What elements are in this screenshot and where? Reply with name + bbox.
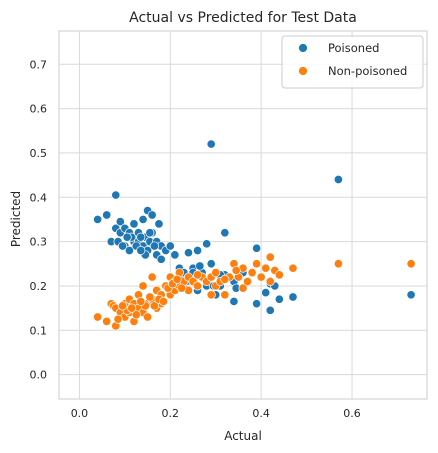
data-point [406, 290, 416, 300]
data-point [183, 248, 194, 258]
data-point [118, 241, 128, 251]
x-tick-label: 0.4 [252, 407, 270, 420]
data-point [265, 305, 275, 315]
data-point [193, 245, 203, 256]
data-point [261, 263, 271, 273]
y-tick-label: 0.0 [30, 369, 48, 382]
data-point [229, 296, 239, 307]
data-point [206, 259, 216, 269]
data-point [113, 314, 123, 324]
data-point [136, 296, 146, 307]
data-point [202, 239, 212, 249]
data-point [124, 245, 134, 256]
data-point [247, 268, 257, 278]
data-points [93, 139, 416, 331]
grid-lines [59, 31, 427, 399]
data-point [93, 312, 103, 322]
x-tick-label: 0.2 [162, 407, 180, 420]
data-point [265, 276, 275, 287]
chart-title: Actual vs Predicted for Test Data [129, 10, 357, 26]
data-point [165, 241, 175, 251]
data-point [136, 245, 146, 256]
data-point [93, 214, 103, 224]
data-point [261, 288, 271, 298]
data-point [206, 139, 216, 149]
data-point [274, 270, 284, 280]
data-point [231, 265, 241, 275]
legend-label-non-poisoned: Non-poisoned [328, 64, 407, 78]
data-point [333, 174, 343, 185]
legend: Poisoned Non-poisoned [281, 35, 424, 89]
data-point [156, 254, 166, 264]
data-point [206, 290, 216, 300]
data-point [149, 301, 159, 311]
legend-box [281, 35, 424, 89]
y-tick-label: 0.6 [30, 103, 48, 116]
data-point [211, 268, 221, 278]
data-point [256, 272, 266, 282]
data-point [115, 217, 125, 227]
series-non-poisoned [93, 252, 416, 331]
data-point [220, 228, 230, 238]
data-point [172, 274, 182, 284]
data-point [102, 210, 112, 220]
data-point [288, 263, 298, 273]
data-point [220, 274, 230, 284]
data-point [154, 219, 164, 229]
legend-label-poisoned: Poisoned [328, 41, 379, 55]
data-point [274, 294, 284, 304]
data-point [238, 283, 248, 293]
data-point [252, 299, 262, 309]
y-tick-label: 0.5 [30, 147, 48, 160]
x-axis-label: Actual [224, 429, 262, 443]
data-point [288, 292, 298, 302]
data-point [252, 259, 262, 269]
y-tick-label: 0.7 [30, 58, 48, 71]
data-point [122, 232, 132, 242]
data-point [252, 243, 262, 253]
data-point [149, 241, 159, 251]
y-axis-label: Predicted [9, 191, 23, 247]
y-tick-label: 0.2 [30, 280, 48, 293]
x-tick-labels: 0.0 0.2 0.4 0.6 [71, 407, 361, 420]
data-point [147, 210, 157, 220]
legend-marker-poisoned [298, 43, 308, 53]
y-tick-label: 0.4 [30, 191, 48, 204]
data-point [129, 219, 139, 229]
data-point [265, 252, 275, 262]
y-tick-label: 0.3 [30, 236, 48, 249]
data-point [118, 301, 128, 311]
y-tick-label: 0.1 [30, 324, 48, 337]
data-point [143, 312, 153, 322]
data-point [138, 214, 148, 224]
data-point [220, 290, 230, 300]
data-point [102, 316, 112, 326]
data-point [242, 276, 253, 287]
x-tick-label: 0.0 [71, 407, 89, 420]
data-point [177, 283, 187, 293]
data-point [111, 190, 121, 200]
y-tick-labels: 0.0 0.1 0.2 0.3 0.4 0.5 0.6 0.7 [30, 58, 48, 381]
data-point [136, 232, 146, 242]
data-point [131, 310, 141, 320]
data-point [158, 296, 169, 307]
data-point [145, 292, 155, 302]
data-point [193, 270, 203, 280]
legend-marker-non-poisoned [298, 66, 308, 76]
data-point [127, 303, 137, 313]
data-point [138, 281, 148, 291]
x-tick-label: 0.6 [343, 407, 361, 420]
data-point [193, 281, 203, 291]
data-point [147, 272, 157, 282]
data-point [195, 261, 205, 271]
data-point [145, 228, 155, 238]
plot-area [58, 30, 428, 400]
data-point [406, 259, 416, 269]
data-point [170, 250, 180, 260]
data-point [333, 259, 343, 269]
